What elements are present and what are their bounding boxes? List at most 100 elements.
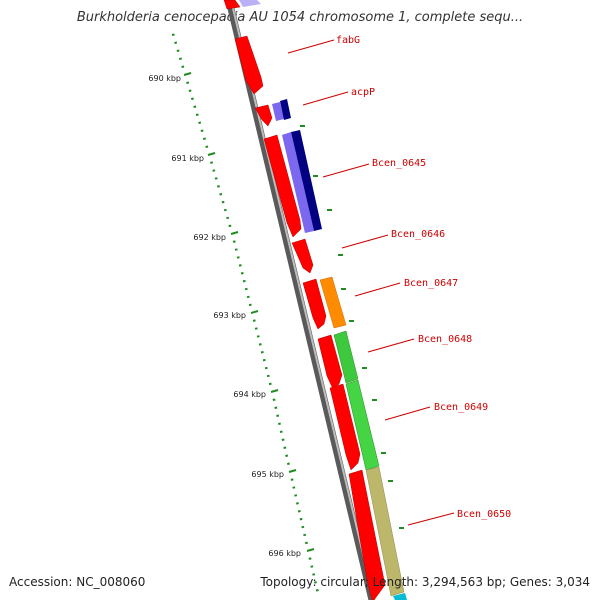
kbp-minor-tick (279, 430, 283, 433)
kbp-minor-tick (296, 502, 299, 505)
outer-ticks (300, 125, 404, 529)
kbp-minor-tick (274, 406, 278, 409)
gene-label-lines (287, 39, 455, 526)
gene-label-Bcen_0646[interactable]: Bcen_0646 (391, 229, 445, 240)
kbp-tick-692 (230, 231, 239, 235)
navy-block-Bcen_0645 (291, 130, 322, 231)
kbp-minor-tick (305, 541, 308, 545)
kbp-minor-tick (294, 494, 298, 497)
kbp-minor-tick (174, 41, 178, 44)
gene-arrow-Bcen_0645 (263, 134, 302, 238)
kbp-minor-tick (203, 137, 206, 140)
kbp-minor-tick (260, 351, 264, 354)
genome-stats-text: Topology: circular; Length: 3,294,563 bp… (260, 575, 590, 589)
kbp-tick-696 (306, 548, 315, 552)
kbp-label-692: 692 kbp (193, 233, 226, 242)
kbp-minor-tick (238, 264, 242, 267)
kbp-minor-tick (176, 49, 180, 52)
kbp-label-695: 695 kbp (251, 470, 284, 479)
gene-arrow-Bcen_0646 (291, 238, 314, 274)
gene-label-Bcen_0645[interactable]: Bcen_0645 (372, 158, 426, 169)
kbp-minor-tick (297, 510, 301, 513)
forward-strand-genes (223, 0, 386, 600)
kbp-minor-tick (219, 193, 223, 196)
kbp-minor-tick (232, 240, 236, 243)
navy-block-acpP (280, 99, 291, 120)
kbp-tick-690 (183, 72, 192, 76)
kbp-minor-tick (193, 105, 197, 108)
kbp-minor-tick (226, 216, 230, 220)
gene-label-acpP[interactable]: acpP (351, 87, 375, 98)
gene-arrow-top (223, 0, 241, 10)
kbp-minor-tick (223, 208, 227, 212)
cyan-block (393, 593, 407, 600)
kbp-minor-tick (314, 581, 317, 584)
kbp-label-691: 691 kbp (171, 154, 204, 163)
kbp-minor-tick (228, 224, 232, 228)
kbp-minor-tick (264, 366, 268, 370)
kbp-minor-tick (179, 57, 182, 60)
green-block-2 (345, 379, 380, 471)
kbp-minor-tick (205, 145, 209, 148)
kbp-tick-691 (207, 152, 216, 156)
kbp-minor-ticks (171, 33, 319, 592)
kbp-minor-tick (214, 177, 218, 180)
gene-label-Bcen_0647[interactable]: Bcen_0647 (404, 278, 458, 289)
gene-arrow-fabG (234, 35, 264, 95)
kbp-minor-tick (254, 327, 258, 330)
kbp-minor-tick (290, 478, 294, 481)
feature-blocks (239, 0, 407, 600)
kbp-minor-tick (244, 287, 248, 291)
kbp-minor-tick (236, 256, 240, 259)
lavender-block-top (239, 0, 261, 7)
lavender-block-acpP (272, 102, 284, 121)
kbp-minor-tick (308, 557, 312, 560)
lavender-block-Bcen_0645 (282, 132, 314, 233)
gene-label-fabG[interactable]: fabG (336, 35, 360, 46)
gene-arrow-Bcen_0649 (329, 383, 361, 471)
kbp-minor-tick (283, 446, 287, 449)
gene-arrow-Bcen_0647 (302, 278, 327, 330)
kbp-label-696: 696 kbp (268, 549, 301, 558)
kbp-minor-tick (281, 438, 285, 441)
gene-arrow-acpP (254, 104, 273, 127)
kbp-minor-tick (285, 454, 289, 457)
gene-labels: fabG acpP Bcen_0645 Bcen_0646 Bcen_0647 … (336, 35, 511, 520)
orange-block (319, 276, 347, 329)
kbp-minor-tick (217, 185, 220, 188)
kbp-minor-tick (272, 398, 276, 401)
kbp-minor-tick (299, 517, 303, 521)
kbp-minor-tick (268, 382, 272, 386)
backbone (225, 0, 376, 600)
kbp-minor-tick (287, 462, 290, 465)
kbp-minor-tick (212, 169, 216, 172)
kbp-label-694: 694 kbp (233, 390, 266, 399)
kbp-minor-tick (191, 97, 194, 100)
kbp-minor-tick (240, 272, 244, 275)
kbp-minor-tick (171, 33, 175, 36)
kbp-minor-tick (248, 303, 252, 307)
kbp-minor-tick (301, 525, 305, 529)
green-block-1 (333, 330, 359, 384)
gene-label-Bcen_0650[interactable]: Bcen_0650 (457, 509, 511, 520)
kbp-minor-tick (310, 565, 314, 568)
kbp-tick-694 (270, 389, 279, 393)
kbp-minor-tick (210, 161, 213, 164)
kbp-minor-tick (195, 113, 199, 116)
kbp-minor-tick (303, 533, 307, 537)
kbp-label-693: 693 kbp (213, 311, 246, 320)
kbp-minor-tick (242, 279, 246, 283)
gene-label-Bcen_0649[interactable]: Bcen_0649 (434, 402, 488, 413)
kbp-minor-tick (266, 374, 270, 378)
kbp-minor-tick (198, 121, 202, 124)
kbp-tick-693 (250, 310, 259, 314)
kbp-minor-tick (258, 343, 262, 346)
gene-arrow-Bcen_0648 (317, 334, 343, 390)
kbp-minor-tick (221, 200, 225, 204)
kbp-minor-tick (246, 295, 250, 299)
kbp-minor-tick (312, 573, 316, 576)
kbp-minor-tick (200, 129, 204, 132)
gene-label-Bcen_0648[interactable]: Bcen_0648 (418, 334, 472, 345)
